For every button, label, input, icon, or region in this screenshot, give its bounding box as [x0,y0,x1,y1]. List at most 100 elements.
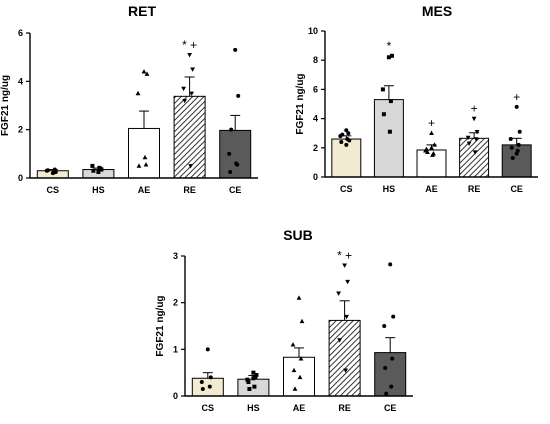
error-bar-re [339,300,350,321]
x-tick-label: RE [468,184,481,194]
y-tick-label: 10 [308,26,318,36]
data-point-ce [509,145,514,150]
data-point-re [342,263,347,268]
data-point-ae [424,146,429,152]
data-point-ce [227,151,232,156]
bar-re [459,137,490,178]
data-point-re [337,338,342,343]
y-tick-label: 4 [313,114,318,124]
data-point-ce [390,356,395,361]
bar-ce [219,129,252,179]
significance-marker: + [428,116,435,130]
data-point-re [189,91,194,97]
data-point-hs [387,129,392,134]
y-axis-label: FGF21 ng/ug [0,75,11,136]
data-point-ce [388,262,393,267]
error-bar-ae [139,110,149,129]
bar-cs [191,377,224,397]
data-point-ae [144,71,150,76]
data-point-ae [290,342,296,347]
data-point-cs [339,139,344,144]
data-point-ae [429,145,434,150]
y-tick-label: 1 [173,344,178,354]
data-point-hs [246,380,251,384]
data-point-ce [514,104,519,109]
data-point-ae [141,69,147,74]
data-point-ae [296,295,302,300]
bar-ae [127,127,161,179]
axes [29,33,258,179]
axes [184,256,413,397]
error-bar-ce [230,114,241,131]
data-point-ae [291,367,297,373]
data-point-re [471,116,477,122]
chart-title: RET [128,3,156,19]
data-point-ce [391,314,396,319]
data-point-ce [234,161,239,166]
data-point-cs [200,387,205,391]
data-point-hs [388,99,393,104]
data-point-ce [517,129,522,134]
data-point-ae [297,374,303,380]
x-tick-label: CE [384,403,397,413]
y-tick-label: 4 [18,76,23,86]
data-point-hs [389,53,394,58]
data-point-cs [344,142,349,147]
y-axis-label: FGF21 ng/ug [155,295,166,356]
data-point-hs [96,169,101,174]
y-axis-label: FGF21 ng/ug [295,73,306,134]
data-point-ce [233,47,238,52]
data-point-ae [136,163,142,168]
error-bar-ae [294,347,304,358]
data-point-ce [384,391,389,396]
error-bar-hs [383,85,394,100]
data-point-cs [340,132,345,137]
bar-re [328,319,361,397]
data-point-cs [346,131,351,136]
significance-marker: + [513,90,520,104]
data-point-cs [208,375,213,380]
data-point-ae [432,142,437,147]
data-point-re [336,291,341,296]
x-tick-label: HS [247,403,260,413]
x-tick-label: CS [340,184,353,194]
data-point-cs [52,167,57,172]
data-point-ce [229,127,234,132]
bar-ae [416,149,447,178]
ret-chart: RET FGF21 ng/ug CS HS AE RE CE 0 2 4 6 * + [0,3,258,195]
data-point-re [473,137,479,142]
data-point-cs [45,168,50,173]
data-point-hs [252,384,257,389]
y-tick-label: 2 [313,143,318,153]
data-point-ce [508,137,513,142]
x-tick-label: AE [293,403,306,413]
y-tick-label: 0 [18,173,23,183]
x-tick-label: RE [338,403,351,413]
x-tick-label: AE [425,184,438,194]
data-point-hs [251,370,256,375]
data-point-ae [298,356,304,361]
data-point-ae [425,149,430,154]
significance-marker: * + [182,38,197,52]
x-tick-label: CE [229,185,242,195]
x-tick-label: RE [183,185,196,195]
data-point-ce [382,324,387,328]
data-point-re [465,135,471,141]
x-tick-label: CS [47,185,60,195]
axes [324,31,538,178]
y-tick-label: 8 [313,55,318,65]
data-point-hs [386,55,391,60]
error-bar-cs [202,372,213,379]
y-tick-label: 6 [18,28,23,38]
data-point-ae [299,318,305,324]
data-point-cs [205,347,210,352]
data-point-ae [143,162,149,167]
chart-title: MES [422,3,452,19]
data-point-re [188,164,193,169]
data-point-re [182,98,187,104]
data-point-ce [510,156,515,161]
x-tick-label: CS [202,403,215,413]
data-point-re [474,129,480,135]
error-bar-ce [385,337,396,353]
